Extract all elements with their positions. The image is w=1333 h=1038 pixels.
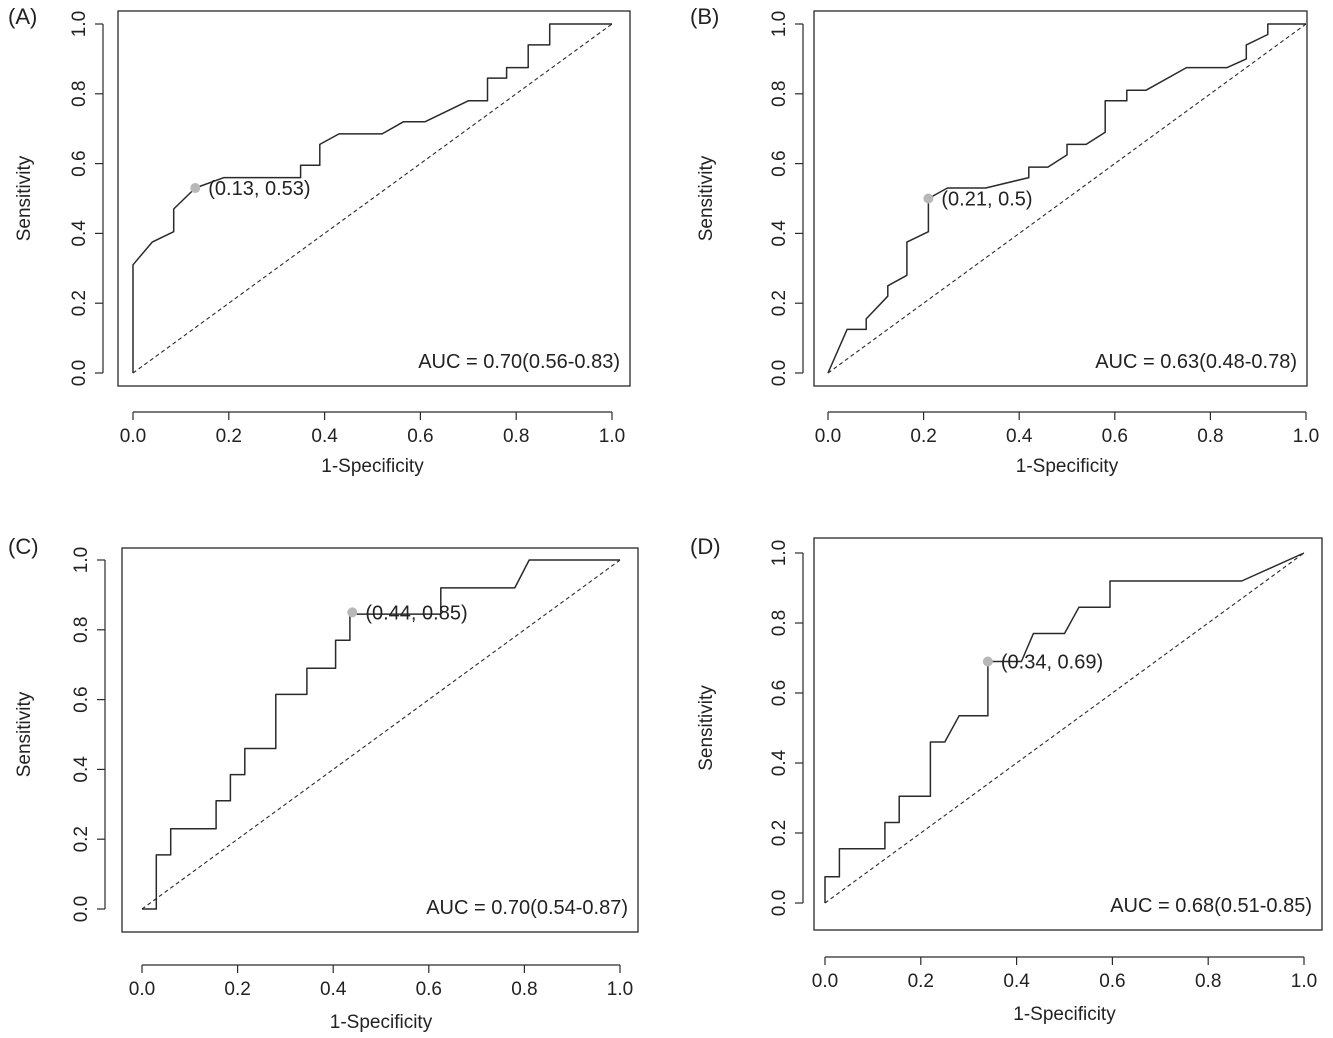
reference-diagonal-c [141,559,621,910]
x-tick-label-d: 0.4 [1003,971,1030,992]
y-tick-label-d: 0.6 [769,680,790,706]
x-tick-label-c: 0.4 [320,979,347,1000]
y-tick-label-a: 0.8 [69,81,90,107]
y-tick-label-d: 1.0 [769,540,790,566]
cutoff-label-d: (0.34, 0.69) [1001,652,1103,674]
y-tick-label-b: 0.6 [769,150,790,176]
reference-diagonal-b [827,23,1307,374]
roc-plot-b: 0.0 0.2 0.4 0.6 0.8 1.0 0.0 0.2 0.4 0.6 0.8 1.0 1-Sp… [696,10,1319,477]
auc-label-a: AUC = 0.70(0.56-0.83) [418,351,620,373]
x-tick-label-d: 0.8 [1195,971,1221,992]
plot-frame-c [121,547,639,933]
cutoff-point-b [923,193,934,204]
cutoff-point-a [190,183,201,194]
y-tick-label-b: 0.4 [769,220,790,247]
auc-label-c: AUC = 0.70(0.54-0.87) [426,897,628,919]
x-tick-label-d: 1.0 [1291,971,1317,992]
panel-label-c: (C) [8,534,39,559]
x-tick-label-c: 1.0 [607,979,633,1000]
auc-label-b: AUC = 0.63(0.48-0.78) [1095,351,1297,373]
roc-plot-a: 0.0 0.2 0.4 0.6 0.8 1.0 0.0 0.2 0.4 0.6 0.8 1.0 1-Sp… [14,10,631,477]
roc-plot-c: 0.0 0.2 0.4 0.6 0.8 1.0 0.0 0.2 0.4 0.6 0.8 1.0 1-Sp… [14,547,639,1033]
x-tick-label-b: 0.4 [1006,426,1033,447]
panel-label-d: (D) [690,534,721,559]
y-axis-title-b: Sensitivity [696,155,717,241]
cutoff-point-d [982,656,993,667]
x-tick-label-c: 0.2 [224,979,250,1000]
roc-curve-b [827,23,1306,374]
x-tick-label-a: 0.4 [311,426,338,447]
roc-plot-d: 0.0 0.2 0.4 0.6 0.8 1.0 0.0 0.2 0.4 0.6 0.8 1.0 1-Sp… [696,537,1323,1025]
cutoff-point-c [347,607,358,618]
y-tick-label-c: 0.2 [71,826,92,852]
y-tick-label-d: 0.8 [769,610,790,636]
x-tick-label-c: 0.0 [129,979,155,1000]
roc-panel-d: (D) 0.0 0.2 0.4 0.6 0.8 1.0 0.0 0.2 0.4 0.6 0.8 1.0… [666,528,1333,1038]
y-tick-label-d: 0.2 [769,820,790,846]
y-tick-label-b: 0.2 [769,290,790,316]
x-tick-label-d: 0.6 [1099,971,1125,992]
y-tick-label-a: 0.2 [69,290,90,316]
panel-label-b: (B) [690,4,720,29]
y-tick-label-c: 0.8 [71,617,92,643]
plot-frame-d [813,537,1323,931]
roc-panel-c: (C) 0.0 0.2 0.4 0.6 0.8 1.0 0.0 0.2 0.4 0.6 0.8 1.0… [0,528,660,1038]
x-tick-label-b: 0.0 [815,426,841,447]
reference-diagonal-d [824,552,1305,904]
x-tick-label-c: 0.6 [416,979,442,1000]
x-tick-label-d: 0.0 [812,971,838,992]
x-tick-label-d: 0.2 [908,971,934,992]
x-axis-title-b: 1-Specificity [1016,456,1119,477]
x-tick-label-a: 0.6 [407,426,433,447]
panel-label-a: (A) [8,4,38,29]
roc-curve-c [142,559,620,910]
x-tick-label-a: 0.2 [216,426,242,447]
roc-curve-d [824,552,1305,903]
x-axis-title-a: 1-Specificity [321,456,424,477]
x-axis-title-d: 1-Specificity [1013,1004,1116,1025]
y-tick-label-a: 0.4 [69,220,90,247]
y-tick-label-c: 0.0 [71,896,92,922]
y-tick-label-a: 1.0 [69,11,90,37]
cutoff-label-b: (0.21, 0.5) [941,189,1032,211]
reference-diagonal-a [132,23,613,374]
y-tick-label-c: 0.6 [71,686,92,712]
y-tick-label-a: 0.6 [69,150,90,176]
roc-panel-b: (B) 0.0 0.2 0.4 0.6 0.8 1.0 0.0 0.2 0.4 0.6 0.8 1.0… [666,0,1333,500]
y-axis-title-d: Sensitivity [696,685,717,771]
y-tick-label-b: 0.0 [769,360,790,386]
x-tick-label-b: 0.8 [1197,426,1223,447]
cutoff-label-c: (0.44, 0.85) [365,602,467,624]
x-tick-label-b: 0.2 [910,426,936,447]
y-tick-label-c: 1.0 [71,547,92,573]
x-tick-label-b: 0.6 [1102,426,1128,447]
x-tick-label-c: 0.8 [511,979,537,1000]
y-axis-title-a: Sensitivity [14,155,35,241]
x-tick-label-a: 1.0 [599,426,625,447]
x-axis-title-c: 1-Specificity [330,1012,433,1033]
plot-frame-a [117,10,631,387]
y-tick-label-c: 0.4 [71,756,92,783]
y-tick-label-b: 1.0 [769,11,790,37]
x-tick-label-b: 1.0 [1293,426,1319,447]
x-tick-label-a: 0.0 [120,426,146,447]
y-axis-title-c: Sensitivity [14,691,35,777]
y-tick-label-d: 0.0 [769,890,790,916]
cutoff-label-a: (0.13, 0.53) [208,178,310,200]
plot-frame-b [813,10,1308,387]
y-tick-label-a: 0.0 [69,360,90,386]
y-tick-label-b: 0.8 [769,81,790,107]
y-tick-label-d: 0.4 [769,749,790,776]
roc-curve-a [132,23,612,373]
auc-label-d: AUC = 0.68(0.51-0.85) [1110,895,1312,917]
x-tick-label-a: 0.8 [503,426,529,447]
roc-panel-a: (A) 0.0 0.2 0.4 0.6 0.8 1.0 0.0 0.2 0.4 0.6 0.8 1.0… [0,0,660,500]
